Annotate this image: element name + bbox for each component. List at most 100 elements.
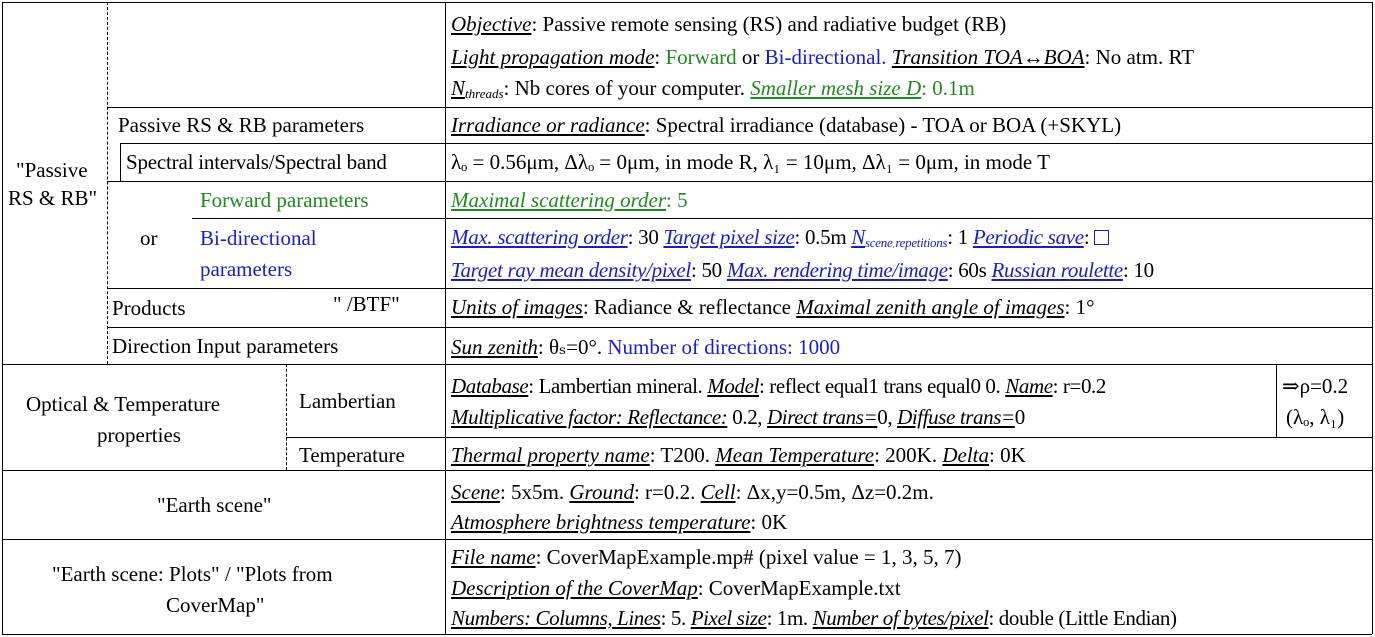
bidirectional-parameters-label: Bi-directional	[200, 226, 317, 250]
bd-pixel-key: Target pixel size	[663, 225, 795, 249]
desc-line: Description of the CoverMap: CoverMapExa…	[451, 576, 901, 600]
btf-label: " /BTF"	[333, 292, 400, 316]
max-scattering-value: : 5	[666, 188, 688, 212]
bidir-line-1: Max. scattering order: 30 Target pixel s…	[451, 225, 1110, 255]
thermal-key: Thermal property name	[451, 443, 650, 467]
model-value: : reflect equal1 trans equal0 0.	[758, 374, 1001, 398]
nthreads-line: Nthreads: Nb cores of your computer. Sma…	[451, 76, 975, 106]
passive-label: "Passive	[16, 158, 88, 182]
numbers-line: Numbers: Columns, Lines: 5. Pixel size: …	[451, 606, 1177, 630]
nthreads-value: : Nb cores of your computer.	[503, 76, 745, 100]
sun-value: : θₛ=0°.	[537, 335, 603, 359]
objective-value: : Passive remote sensing (RS) and radiat…	[531, 12, 1007, 36]
bidir-line-2: Target ray mean density/pixel: 50 Max. r…	[451, 258, 1154, 282]
model-key: Model	[707, 374, 759, 398]
pix-value: : 1m.	[766, 606, 809, 630]
bd-density-key: Target ray mean density/pixel	[451, 258, 691, 282]
rho-lambda: (λₒ, λ₁)	[1286, 405, 1345, 429]
scene-value: : 5x5m.	[499, 480, 565, 504]
or-label: or	[140, 226, 158, 250]
bidirectional-parameters-label-2: parameters	[200, 257, 293, 281]
light-sep: :	[654, 45, 666, 69]
products-label: Products	[112, 296, 186, 320]
diffuse-key: Diffuse trans=	[897, 405, 1015, 429]
bd-maxscat-key: Max. scattering order	[451, 225, 628, 249]
earth-scene-label: "Earth scene"	[157, 493, 272, 517]
nthreads-sub: threads	[465, 86, 504, 101]
mesh-key: Smaller mesh size D	[750, 76, 922, 100]
bd-time-value: : 60s	[947, 258, 987, 282]
rho-value: ⇒ρ=0.2	[1282, 374, 1349, 398]
forward-parameters-label: Forward parameters	[200, 188, 369, 212]
forward-text: Forward	[665, 45, 737, 69]
bd-periodic-key: Periodic save	[972, 225, 1084, 249]
max-scattering-line: Maximal scattering order: 5	[451, 188, 688, 212]
scene-line: Scene: 5x5m. Ground: r=0.2. Cell: Δx,y=0…	[451, 480, 934, 504]
irradiance-line: Irradiance or radiance: Spectral irradia…	[451, 113, 1121, 137]
pix-key: Pixel size	[690, 606, 767, 630]
plots-label: "Earth scene: Plots" / "Plots from	[52, 562, 333, 586]
lambertian-label: Lambertian	[299, 389, 396, 413]
desc-key: Description of the CoverMap	[451, 576, 698, 600]
ndir-text: Number of directions: 1000	[607, 335, 841, 359]
temperature-label: Temperature	[299, 443, 405, 467]
nthreads-key: Nthreads	[451, 76, 504, 101]
scene-key: Scene	[451, 480, 500, 504]
max-scattering-key: Maximal scattering order	[451, 188, 667, 212]
db-key: Database	[451, 374, 529, 398]
desc-value: : CoverMapExample.txt	[697, 576, 901, 600]
zenith-key: Maximal zenith angle of images	[796, 295, 1065, 319]
bd-nscene-value: : 1	[947, 225, 968, 249]
cell-key: Cell	[700, 480, 736, 504]
mesh-value: : 0.1m	[921, 76, 975, 100]
optical-temperature-label: Optical & Temperature	[26, 392, 221, 416]
optical-temperature-label-2: properties	[97, 423, 181, 447]
num-value: : 5.	[660, 606, 687, 630]
mean-value: : 200K.	[874, 443, 938, 467]
bd-nscene-key: Nscene repetitions	[851, 225, 948, 250]
or-text: or	[736, 45, 765, 69]
periodic-save-checkbox[interactable]	[1094, 230, 1110, 245]
bd-roulette-key: Russian roulette	[991, 258, 1123, 282]
multiplicative-line: Multiplicative factor: Reflectance: 0.2,…	[451, 405, 1025, 429]
direction-input-label: Direction Input parameters	[112, 334, 339, 358]
bd-maxscat-value: : 30	[627, 225, 659, 249]
bd-roulette-value: : 10	[1122, 258, 1154, 282]
light-key: Light propagation mode	[451, 45, 655, 69]
atm-value: : 0K	[750, 510, 788, 534]
bd-nscene-sub: scene repetitions	[865, 235, 948, 250]
ground-key: Ground	[569, 480, 634, 504]
thermal-line: Thermal property name: T200. Mean Temper…	[451, 443, 1026, 467]
passive-rs-rb-params-label: Passive RS & RB parameters	[118, 113, 365, 137]
file-value: : CoverMapExample.mp# (pixel value = 1, …	[535, 545, 962, 569]
delta-key: Delta	[942, 443, 989, 467]
bd-time-key: Max. rendering time/image	[726, 258, 948, 282]
sun-line: Sun zenith: θₛ=0°. Number of directions:…	[451, 335, 840, 359]
mean-key: Mean Temperature	[715, 443, 875, 467]
irradiance-value: : Spectral irradiance (database) - TOA o…	[644, 113, 1122, 137]
name-value: : r=0.2	[1052, 374, 1107, 398]
cell-value: : Δx,y=0.5m, Δz=0.2m.	[735, 480, 934, 504]
name-key: Name	[1005, 374, 1053, 398]
light-propagation-line: Light propagation mode: Forward or Bi-di…	[451, 45, 1194, 69]
atm-line: Atmosphere brightness temperature: 0K	[451, 510, 787, 534]
bytes-value: : double (Little Endian)	[988, 606, 1178, 630]
file-key: File name	[451, 545, 536, 569]
objective-line: Objective: Passive remote sensing (RS) a…	[451, 12, 1006, 36]
ground-value: : r=0.2.	[633, 480, 696, 504]
bd-pixel-value: : 0.5m	[794, 225, 847, 249]
units-key: Units of images	[451, 295, 583, 319]
thermal-value: : T200.	[649, 443, 710, 467]
delta-value: : 0K	[989, 443, 1026, 467]
zenith-value: : 1°	[1064, 295, 1095, 319]
sun-key: Sun zenith	[451, 335, 538, 359]
transition-key: Transition TOA↔BOA	[891, 45, 1085, 69]
bd-nscene-n: N	[851, 225, 866, 249]
file-line: File name: CoverMapExample.mp# (pixel va…	[451, 545, 961, 569]
database-line: Database: Lambertian mineral. Model: ref…	[451, 374, 1106, 398]
units-value: : Radiance & reflectance	[582, 295, 791, 319]
passive-label-2: RS & RB"	[8, 186, 98, 210]
irradiance-key: Irradiance or radiance	[451, 113, 645, 137]
units-line: Units of images: Radiance & reflectance …	[451, 295, 1095, 319]
mult-value: 0.2,	[727, 405, 763, 429]
